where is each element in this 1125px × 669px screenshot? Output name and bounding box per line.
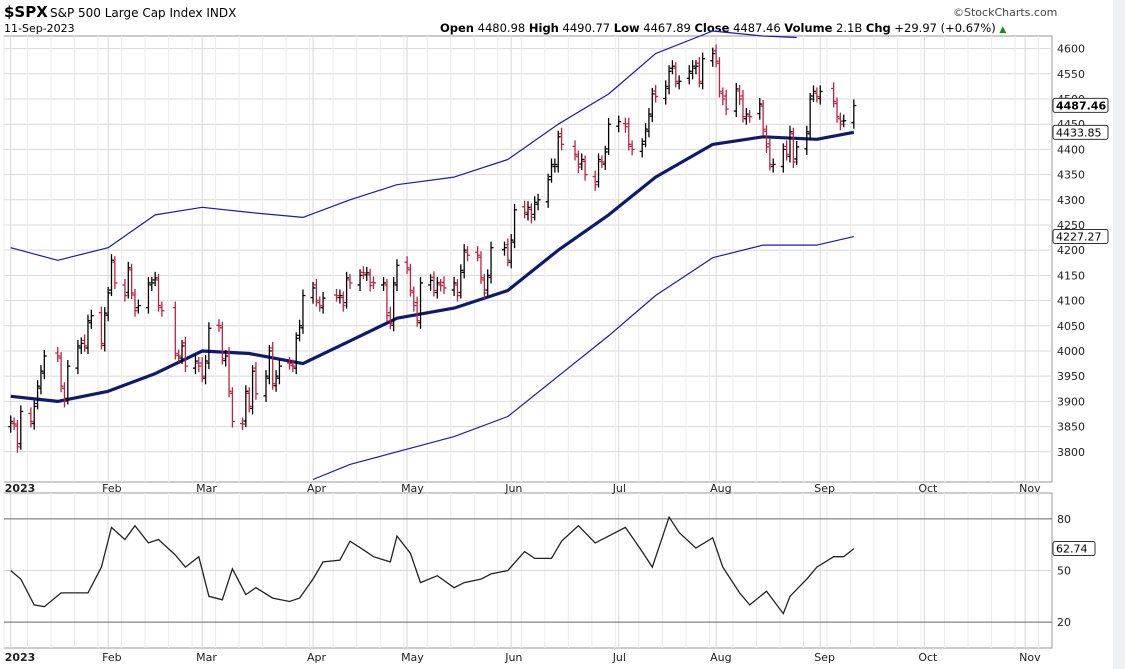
kelt-swatch-icon <box>6 56 15 60</box>
price-y-tick-label: 4600 <box>1057 43 1085 56</box>
legend-ema: EMA(55) 4433.85 <box>6 65 109 77</box>
price-y-tick-label: 4500 <box>1057 93 1085 106</box>
price-value-label: 4227.27 <box>1056 230 1102 243</box>
price-y-tick-label: 3850 <box>1057 421 1085 434</box>
price-x-tick-label: May <box>401 482 424 495</box>
price-y-tick-label: 3950 <box>1057 370 1085 383</box>
price-x-tick-label: Oct <box>918 482 938 495</box>
price-x-tick-label: Feb <box>102 482 121 495</box>
mfi-chart-icon: ▲ <box>6 499 13 509</box>
legend-kelt-text: KELT(55,4.0,110) 4227.27 - 4433.85 - 464… <box>18 52 262 64</box>
price-y-tick-label: 4350 <box>1057 169 1085 182</box>
low-value: 4467.89 <box>643 21 691 35</box>
legend-kelt: KELT(55,4.0,110) 4227.27 - 4433.85 - 464… <box>6 52 262 64</box>
legend-price: ⫶ $SPX (Daily) 4487.46 <box>6 38 123 50</box>
ema-line <box>10 130 855 403</box>
low-label: Low <box>613 21 640 35</box>
mfi-x-tick-label: Oct <box>918 651 938 664</box>
price-x-tick-label: Sep <box>814 482 835 495</box>
mfi-panel <box>3 492 1053 649</box>
open-value: 4480.98 <box>477 21 526 35</box>
keltner-upper-line <box>10 30 797 261</box>
price-value-label-box <box>1052 228 1109 244</box>
mfi-x-tick-label: Nov <box>1019 651 1041 664</box>
price-x-tick-label: Mar <box>196 482 217 495</box>
keltner-lower-line <box>312 236 854 481</box>
mfi-x-tick-label: Jun <box>504 651 522 664</box>
mfi-x-tick-label: Aug <box>710 651 731 664</box>
price-value-label: 4433.85 <box>1056 126 1102 139</box>
mfi-value-label: 62.74 <box>1056 543 1088 556</box>
price-y-tick-label: 4200 <box>1057 244 1085 257</box>
legend-price-text: $SPX (Daily) 4487.46 <box>11 38 124 50</box>
scrollbar-strip[interactable] <box>1113 0 1125 669</box>
mfi-y-tick-label: 50 <box>1057 565 1071 578</box>
mfi-value-label-box <box>1052 541 1096 557</box>
exchange-label: INDX <box>206 6 237 20</box>
price-value-label: 4487.46 <box>1056 99 1106 112</box>
price-y-tick-label: 4100 <box>1057 295 1085 308</box>
price-y-tick-label: 4050 <box>1057 320 1085 333</box>
legend-ema-text: EMA(55) 4433.85 <box>18 65 110 77</box>
volume-label: Volume <box>784 21 833 35</box>
chg-value: +29.97 (+0.67%) <box>894 21 996 35</box>
mfi-y-tick-label: 20 <box>1057 616 1071 629</box>
legend-mfi: ▲ MFI(14) 62.74 <box>6 497 89 509</box>
volume-value: 2.1B <box>836 21 863 35</box>
chart-date: 11-Sep-2023 <box>4 22 75 35</box>
mfi-x-tick-label: Apr <box>307 651 327 664</box>
high-label: High <box>528 21 559 35</box>
ema-swatch-icon <box>6 69 15 73</box>
price-x-tick-label: Apr <box>307 482 327 495</box>
up-arrow-icon: ▲ <box>999 25 1007 35</box>
close-label: Close <box>694 21 730 35</box>
price-x-tick-label: Nov <box>1019 482 1041 495</box>
candle-icon: ⫶ <box>6 40 9 50</box>
price-value-label-box <box>1052 97 1109 113</box>
ohlc-readout: Open 4480.98 High 4490.77 Low 4467.89 Cl… <box>440 21 1006 35</box>
price-y-tick-label: 4250 <box>1057 219 1085 232</box>
price-y-tick-label: 3800 <box>1057 446 1085 459</box>
open-label: Open <box>440 21 474 35</box>
price-value-label-box <box>1052 124 1109 140</box>
mfi-line <box>10 515 855 615</box>
close-value: 4487.46 <box>733 21 781 35</box>
price-y-tick-label: 4000 <box>1057 345 1085 358</box>
mfi-x-tick-label: 2023 <box>5 651 36 664</box>
price-y-tick-label: 4300 <box>1057 194 1085 207</box>
legend-mfi-text: MFI(14) 62.74 <box>16 497 90 509</box>
mfi-x-tick-label: Sep <box>814 651 835 664</box>
symbol-title: $SPX <box>4 3 48 21</box>
price-panel <box>3 35 1053 483</box>
chg-label: Chg <box>865 21 891 35</box>
mfi-x-tick-label: May <box>401 651 424 664</box>
price-x-tick-label: 2023 <box>5 482 36 495</box>
mfi-x-tick-label: Feb <box>102 651 121 664</box>
index-name: S&P 500 Large Cap Index INDX <box>50 6 236 20</box>
price-y-tick-label: 4150 <box>1057 269 1085 282</box>
price-y-tick-label: 4450 <box>1057 118 1085 131</box>
mfi-x-tick-label: Jul <box>612 651 626 664</box>
price-x-tick-label: Aug <box>710 482 731 495</box>
price-x-tick-label: Jul <box>612 482 626 495</box>
stockcharts-logo[interactable]: ©StockCharts.com <box>953 6 1058 19</box>
mfi-x-tick-label: Mar <box>196 651 217 664</box>
mfi-y-tick-label: 80 <box>1057 513 1071 526</box>
high-value: 4490.77 <box>562 21 611 35</box>
price-y-tick-label: 4400 <box>1057 143 1085 156</box>
price-y-tick-label: 4550 <box>1057 68 1085 81</box>
price-y-tick-label: 3900 <box>1057 395 1085 408</box>
price-x-tick-label: Jun <box>504 482 522 495</box>
index-full-name: S&P 500 Large Cap Index <box>50 6 203 20</box>
